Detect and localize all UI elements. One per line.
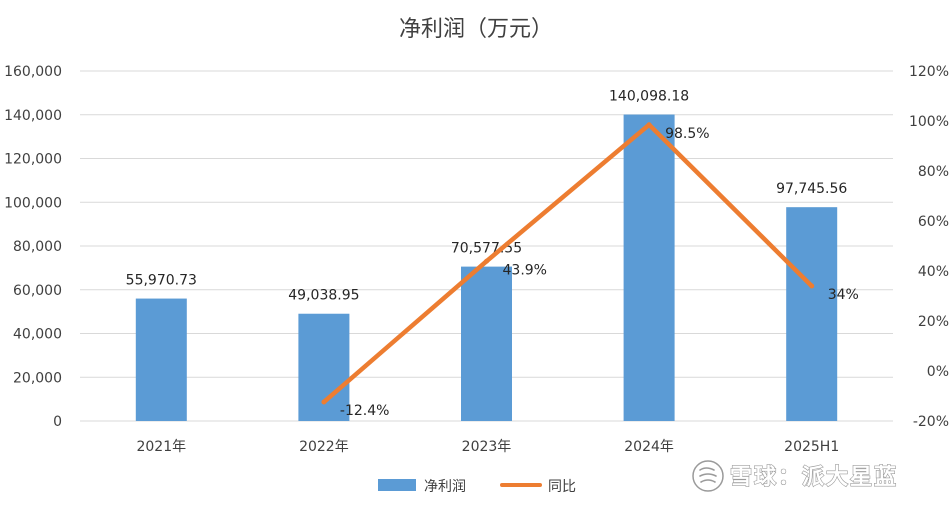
left-axis-ticks: 0 20,000 40,000 60,000 80,000 100,000 120,000 1…	[4, 64, 62, 430]
line-point	[646, 122, 652, 128]
left-axis-tick-label: 40,000	[13, 327, 62, 343]
bar-data-label: 97,745.56	[776, 181, 847, 197]
bar-data-labels: 55,970.7349,038.9570,577.55140,098.1897,…	[126, 89, 848, 304]
watermark: 雪球：派大星蓝	[692, 460, 898, 492]
left-axis-tick-label: 20,000	[13, 370, 62, 386]
right-axis-tick-label: 120%	[909, 64, 949, 80]
bar-data-label: 49,038.95	[288, 288, 359, 304]
legend-bar-swatch	[378, 479, 416, 491]
line-series-path	[321, 122, 814, 405]
line-point	[484, 258, 489, 264]
snowball-logo-icon	[692, 460, 724, 492]
bar	[786, 207, 838, 421]
left-axis-tick-label: 140,000	[4, 108, 62, 124]
watermark-text: 雪球：派大星蓝	[730, 465, 898, 490]
right-axis-ticks: -20% 0% 20% 40% 60% 80% 100% 120%	[909, 64, 949, 430]
chart-title: 净利润（万元）	[399, 17, 553, 42]
x-axis-tick-label: 2021年	[136, 439, 186, 455]
right-axis-tick-label: 60%	[918, 214, 949, 230]
line-data-label: 43.9%	[503, 262, 547, 278]
left-axis-tick-label: 80,000	[13, 239, 62, 255]
legend-bar-label: 净利润	[424, 479, 466, 495]
line-data-label: 98.5%	[665, 126, 709, 142]
right-axis-tick-label: 40%	[918, 264, 949, 280]
left-axis-tick-label: 60,000	[13, 283, 62, 299]
bar-data-label: 55,970.73	[126, 273, 197, 289]
line-point	[321, 399, 327, 405]
line-data-label: 34%	[828, 287, 859, 303]
bar	[623, 114, 675, 422]
x-axis-ticks: 2021年 2022年 2023年 2024年 2025H1	[136, 439, 839, 455]
line-point	[809, 283, 815, 289]
left-axis-tick-label: 0	[53, 414, 62, 430]
right-axis-tick-label: 0%	[927, 364, 949, 380]
right-axis-tick-label: 80%	[918, 164, 949, 180]
left-axis-tick-label: 100,000	[4, 195, 62, 211]
x-axis-tick-label: 2023年	[462, 439, 512, 455]
bar-data-label: 140,098.18	[609, 89, 689, 105]
left-axis-tick-label: 160,000	[4, 64, 62, 80]
line-series	[321, 122, 815, 405]
right-axis-tick-label: 20%	[918, 314, 949, 330]
line-data-labels: -12.4% 43.9% 98.5% 34%	[340, 126, 859, 419]
x-axis-tick-label: 2025H1	[784, 439, 839, 455]
x-axis-tick-label: 2022年	[299, 439, 349, 455]
right-axis-tick-label: 100%	[909, 114, 949, 130]
x-axis-tick-label: 2024年	[624, 439, 674, 455]
line-data-label: -12.4%	[340, 403, 390, 419]
right-axis-tick-label: -20%	[913, 414, 949, 430]
left-axis-tick-label: 120,000	[4, 152, 62, 168]
legend: 净利润 同比	[378, 479, 576, 495]
gridlines	[80, 70, 893, 422]
bar	[135, 298, 187, 421]
legend-line-label: 同比	[548, 479, 576, 495]
bar-series	[135, 114, 838, 422]
bar	[461, 266, 512, 421]
